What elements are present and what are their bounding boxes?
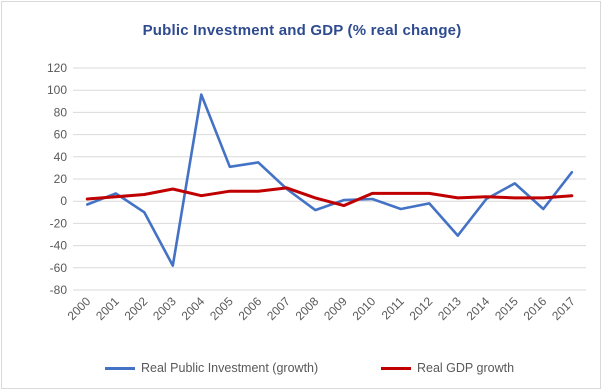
series-line-public-investment: [86, 93, 574, 267]
x-tick-label: 2005: [207, 294, 236, 323]
x-tick-label: 2011: [379, 294, 407, 322]
y-tick-label: 40: [54, 150, 68, 164]
x-tick-label: 2010: [350, 294, 379, 323]
x-tick-label: 2014: [464, 294, 493, 323]
legend-item-gdp: Real GDP growth: [381, 358, 514, 378]
y-tick-label: 60: [54, 128, 68, 142]
x-tick-label: 2009: [321, 294, 350, 323]
series-line-gdp: [85, 186, 574, 208]
y-tick-label: 100: [47, 83, 67, 97]
legend-swatch-public-investment: [105, 366, 135, 370]
x-tick-label: 2002: [122, 294, 151, 323]
x-tick-label: 2015: [492, 294, 521, 323]
x-tick-label: 2016: [521, 294, 550, 323]
y-tick-label: -60: [50, 261, 68, 275]
x-tick-label: 2012: [407, 294, 436, 323]
chart-title: Public Investment and GDP (% real change…: [142, 22, 462, 39]
y-tick-label: 20: [54, 172, 68, 186]
gridlines: [73, 67, 586, 291]
x-tick-label: 2001: [93, 294, 122, 323]
legend: Real Public Investment (growth) Real GDP…: [0, 358, 604, 378]
series-lines: [85, 93, 574, 267]
x-tick-label: 2008: [293, 294, 322, 323]
y-tick-label: 120: [47, 61, 67, 75]
x-tick-label: 2013: [435, 294, 464, 323]
x-tick-label: 2000: [65, 294, 94, 323]
legend-label-public-investment: Real Public Investment (growth): [141, 361, 319, 375]
x-tick-label: 2007: [264, 294, 293, 323]
x-tick-label: 2017: [549, 294, 578, 323]
legend-item-public-investment: Real Public Investment (growth): [105, 358, 318, 378]
legend-swatch-gdp: [381, 366, 411, 370]
legend-label-gdp: Real GDP growth: [417, 361, 515, 375]
x-axis-ticks: 2000 2001 2002 2003 2004 2005 2006 2007 2008 2009…: [65, 294, 579, 323]
x-tick-label: 2006: [236, 294, 265, 323]
y-tick-label: 0: [60, 194, 67, 208]
y-axis-ticks: -80 -60 -40 -20 0 20 40 60 80 100 120: [47, 61, 67, 297]
x-tick-label: 2004: [179, 294, 208, 323]
y-tick-label: 80: [54, 105, 68, 119]
x-tick-label: 2003: [150, 294, 179, 323]
y-tick-label: -80: [50, 283, 68, 297]
y-tick-label: -40: [50, 239, 68, 253]
y-tick-label: -20: [50, 216, 68, 230]
